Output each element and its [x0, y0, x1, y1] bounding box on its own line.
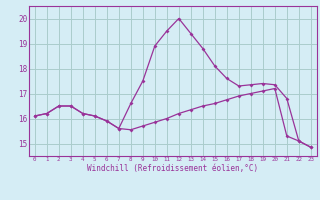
X-axis label: Windchill (Refroidissement éolien,°C): Windchill (Refroidissement éolien,°C) [87, 164, 258, 173]
